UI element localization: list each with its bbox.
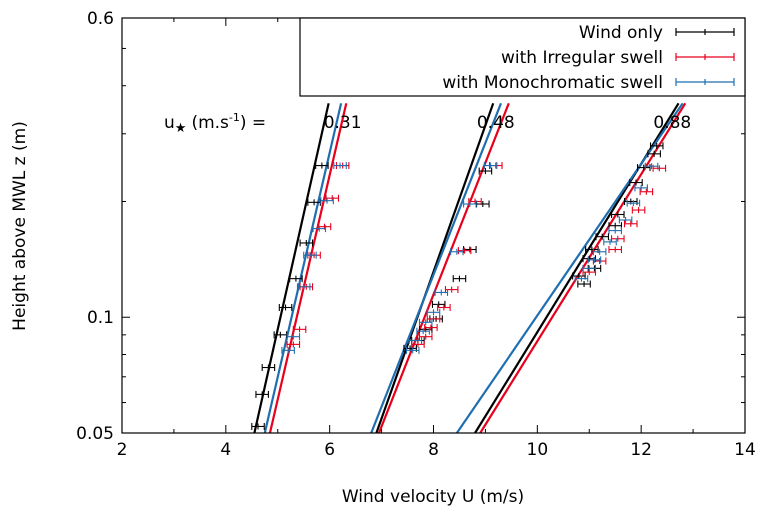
data-point-blue [426, 308, 441, 316]
axes: 2 4 6 8 10 12 14 0.05 0.1 0.6 [76, 9, 756, 460]
data-point-blue [603, 238, 617, 246]
fit-line-3-3 [455, 102, 684, 433]
data-point-series-1 [261, 364, 276, 372]
data-point-red [631, 206, 646, 214]
data-point-series-2 [286, 340, 301, 348]
data-point-blue [405, 346, 420, 354]
data-point-black [611, 210, 625, 218]
legend-swatch-2 [675, 53, 735, 61]
data-point-blue [416, 327, 430, 335]
data-point-blue [574, 275, 589, 283]
data-point-blue [483, 162, 498, 170]
data-point-red [611, 235, 625, 243]
data-point-black [636, 164, 651, 172]
x-tick-label: 4 [220, 440, 231, 460]
legend-swatch-3 [675, 78, 735, 86]
data-point-series-3 [333, 162, 347, 170]
data-point-blue [618, 216, 633, 224]
data-point-red [457, 247, 472, 255]
x-tick-label: 8 [428, 440, 439, 460]
data-point-black [649, 142, 664, 150]
y-tick-label: 0.1 [87, 308, 114, 328]
data-point-series-1 [299, 239, 314, 247]
data-point-series-2 [317, 223, 332, 231]
x-axis-label: Wind velocity U (m/s) [342, 487, 524, 507]
data-point-blue [408, 336, 423, 344]
data-point-red [468, 197, 482, 205]
x-tick-label: 10 [527, 440, 549, 460]
legend-label-2: with Irregular swell [501, 48, 663, 68]
ustar-value-1: 0.31 [324, 113, 362, 133]
data-point-blue [450, 248, 464, 256]
y-tick-label: 0.05 [76, 424, 114, 444]
data-point-series-1 [278, 304, 293, 312]
data-point-blue [418, 318, 433, 326]
data-point-red [418, 333, 433, 341]
data-point-series-1 [255, 390, 269, 398]
data-point-series-3 [320, 197, 334, 205]
data-point-black [478, 167, 493, 175]
data-point-blue [587, 256, 602, 264]
legend-swatch-1 [675, 28, 735, 36]
data-point-series-1 [315, 162, 329, 170]
data-point-black [463, 246, 477, 254]
data-point-blue [463, 200, 477, 208]
fit-line-3-1 [263, 103, 343, 433]
data-point-series-3 [303, 251, 317, 259]
data-point-black [577, 280, 591, 288]
data-point-red [608, 246, 622, 254]
data-point-series-1 [251, 422, 265, 430]
legend-box [299, 17, 746, 97]
y-tick-label: 0.6 [87, 9, 114, 29]
data-point-blue [644, 162, 659, 170]
data-point-blue [582, 264, 597, 272]
data-point-red [424, 324, 438, 332]
data-point-series-1 [289, 275, 303, 283]
data-point-blue [434, 288, 449, 296]
data-point-black [647, 150, 661, 158]
data-point-black [629, 179, 643, 187]
data-point-red [411, 340, 425, 348]
data-point-red [592, 257, 607, 265]
legend-label-3: with Monochromatic swell [442, 73, 663, 93]
plot-marks [251, 102, 687, 433]
data-point-blue [592, 248, 607, 256]
data-point-black [431, 300, 446, 308]
data-point-red [426, 315, 441, 323]
data-point-series-3 [281, 346, 295, 354]
x-tick-label: 12 [630, 440, 652, 460]
data-point-black [595, 233, 610, 241]
data-point-series-3 [296, 283, 311, 291]
data-point-red [437, 304, 451, 312]
data-point-blue [626, 199, 641, 207]
x-tick-label: 6 [324, 440, 335, 460]
ustar-value-3: 0.88 [653, 113, 691, 133]
data-point-blue [634, 184, 648, 192]
fit-line-3-2 [370, 102, 503, 433]
fit-line-1-2 [375, 102, 495, 433]
ustar-value-2: 0.48 [477, 113, 515, 133]
fit-line-1-1 [253, 103, 330, 433]
fit-line-2-1 [268, 103, 348, 433]
ustar-prefix: u★ (m.s-1) = [164, 111, 266, 136]
data-point-blue [608, 227, 622, 235]
y-axis-label: Height above MWL z (m) [10, 121, 30, 331]
data-point-series-3 [286, 333, 301, 341]
ustar-annotation: u★ (m.s-1) = 0.31 0.48 0.88 [164, 111, 691, 136]
x-tick-label: 14 [734, 440, 756, 460]
data-point-red [639, 188, 654, 196]
data-point-series-3 [312, 225, 327, 233]
data-point-series-2 [292, 325, 307, 333]
x-tick-label: 2 [117, 440, 128, 460]
data-point-red [624, 220, 638, 228]
fit-line-2-2 [377, 102, 510, 433]
data-point-black [452, 275, 467, 283]
legend: Wind only with Irregular swell with Monoch… [299, 17, 746, 97]
legend-label-1: Wind only [579, 23, 663, 43]
